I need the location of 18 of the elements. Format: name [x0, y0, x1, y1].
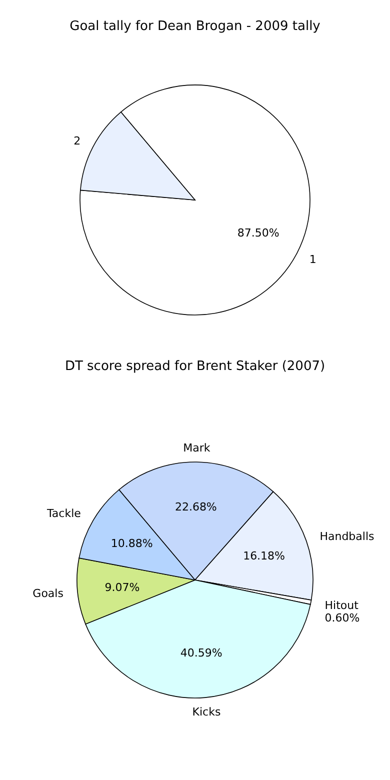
data-label: 9.07%: [104, 580, 140, 594]
data-label: 87.50%: [237, 226, 280, 240]
pie-slice: [80, 84, 310, 316]
slice-label: Tackle: [46, 507, 82, 520]
slice-label: Kicks: [192, 706, 221, 719]
slice-label: Goals: [32, 586, 64, 600]
data-label: 22.68%: [174, 500, 217, 514]
data-label: 40.59%: [180, 646, 222, 660]
slice-label: Mark: [183, 442, 211, 455]
slice-label: 1: [309, 253, 316, 266]
chart-title: DT score spread for Brent Staker (2007): [64, 359, 326, 374]
slice-label: Handballs: [320, 530, 375, 544]
data-label: 10.88%: [110, 536, 153, 550]
slice-label: Hitout: [324, 598, 360, 612]
data-label: 0.60%: [324, 611, 360, 624]
chart-title: Goal tally for Dean Brogan - 2009 tally: [70, 19, 321, 34]
data-label: 16.18%: [243, 550, 286, 563]
slice-label: 2: [74, 134, 81, 148]
